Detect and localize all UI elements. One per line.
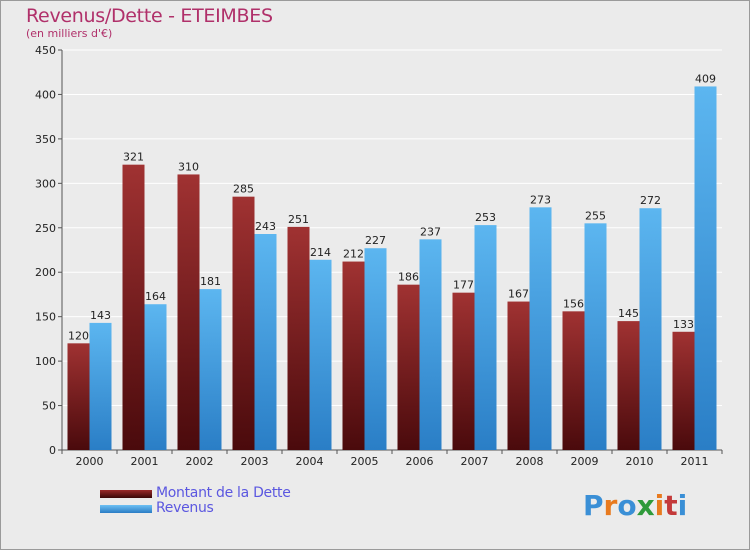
value-label-dette: 177 (453, 279, 474, 292)
value-label-dette: 120 (68, 329, 89, 342)
bar-revenus (144, 304, 167, 450)
plot-area (62, 50, 722, 450)
value-label-dette: 321 (123, 151, 144, 164)
value-label-revenus: 164 (145, 290, 166, 303)
bar-revenus (364, 248, 387, 450)
value-label-revenus: 243 (255, 220, 276, 233)
value-label-revenus: 237 (420, 225, 441, 238)
y-tick-label: 450 (35, 44, 56, 57)
value-label-dette: 156 (563, 297, 584, 310)
y-tick-label: 200 (35, 266, 56, 279)
logo-letter: P (583, 489, 604, 522)
value-label-dette: 285 (233, 183, 254, 196)
x-tick-label: 2006 (406, 455, 434, 468)
bar-dette (672, 331, 695, 450)
value-label-revenus: 181 (200, 275, 221, 288)
x-tick-label: 2002 (186, 455, 214, 468)
logo-letter: o (617, 489, 637, 522)
x-tick-label: 2008 (516, 455, 544, 468)
bar-revenus (254, 234, 277, 450)
x-tick-label: 2003 (241, 455, 269, 468)
logo-letter: i (654, 489, 665, 522)
value-label-dette: 133 (673, 318, 694, 331)
x-tick-label: 2004 (296, 455, 324, 468)
x-tick-label: 2005 (351, 455, 379, 468)
bar-revenus (694, 86, 717, 450)
bar-dette (617, 321, 640, 450)
value-label-revenus: 227 (365, 234, 386, 247)
bar-dette (562, 311, 585, 450)
x-tick-label: 2010 (626, 455, 654, 468)
value-label-revenus: 409 (695, 72, 716, 85)
y-tick-label: 50 (42, 400, 56, 413)
value-label-dette: 251 (288, 213, 309, 226)
y-tick-label: 150 (35, 311, 56, 324)
logo-letter: r (603, 489, 618, 522)
proxiti-logo: Proxiti (583, 489, 687, 522)
y-tick-label: 300 (35, 177, 56, 190)
chart-title: Revenus/Dette - ETEIMBES (26, 5, 273, 27)
value-label-dette: 212 (343, 248, 364, 261)
bar-dette (342, 261, 365, 450)
value-label-revenus: 214 (310, 246, 331, 259)
legend-item-revenus: Revenus (100, 501, 291, 516)
legend-label-dette: Montant de la Dette (156, 485, 291, 501)
bar-dette (177, 174, 200, 450)
bar-revenus (89, 322, 112, 450)
value-label-dette: 145 (618, 307, 639, 320)
y-tick-label: 100 (35, 355, 56, 368)
bar-revenus (584, 223, 607, 450)
y-tick-label: 400 (35, 88, 56, 101)
y-tick-label: 0 (49, 444, 56, 457)
x-tick-label: 2007 (461, 455, 489, 468)
bar-dette (397, 284, 420, 450)
value-label-dette: 310 (178, 160, 199, 173)
x-tick-label: 2011 (681, 455, 709, 468)
bar-revenus (529, 207, 552, 450)
value-label-revenus: 143 (90, 309, 111, 322)
bar-revenus (419, 239, 442, 450)
value-label-dette: 167 (508, 288, 529, 301)
value-label-dette: 186 (398, 271, 419, 284)
value-label-revenus: 273 (530, 193, 551, 206)
logo-letter: i (677, 489, 688, 522)
chart-subtitle: (en milliers d'€) (26, 27, 113, 40)
y-tick-label: 350 (35, 133, 56, 146)
x-tick-label: 2009 (571, 455, 599, 468)
legend-label-revenus: Revenus (156, 500, 214, 516)
bar-revenus (199, 289, 222, 450)
value-label-revenus: 253 (475, 211, 496, 224)
value-label-revenus: 272 (640, 194, 661, 207)
bar-dette (287, 226, 310, 450)
bar-dette (452, 292, 475, 450)
bar-revenus (309, 259, 332, 450)
x-tick-label: 2001 (131, 455, 159, 468)
legend: Montant de la Dette Revenus (100, 486, 291, 516)
bar-revenus (639, 208, 662, 450)
x-tick-label: 2000 (76, 455, 104, 468)
value-label-revenus: 255 (585, 209, 606, 222)
legend-swatch-dette (100, 489, 152, 498)
logo-letter: x (636, 489, 655, 522)
bar-dette (232, 196, 255, 450)
logo-letter: t (664, 489, 678, 522)
bar-dette (67, 343, 90, 450)
bar-dette (122, 164, 145, 450)
y-tick-label: 250 (35, 222, 56, 235)
legend-swatch-revenus (100, 504, 152, 513)
bar-revenus (474, 225, 497, 450)
legend-item-dette: Montant de la Dette (100, 486, 291, 501)
bar-dette (507, 301, 530, 450)
